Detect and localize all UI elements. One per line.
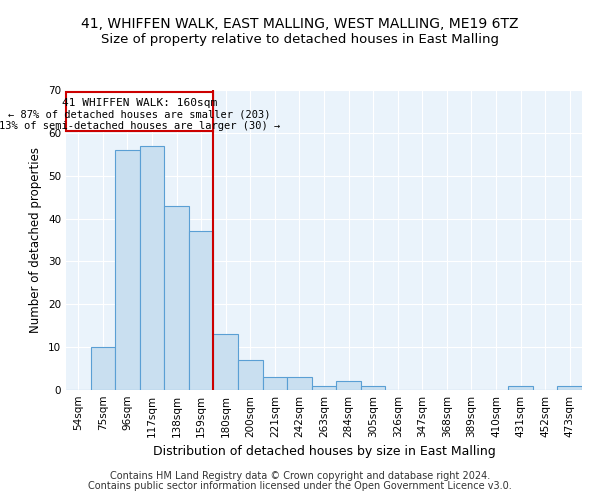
Bar <box>287 377 312 390</box>
Bar <box>115 150 140 390</box>
Text: 13% of semi-detached houses are larger (30) →: 13% of semi-detached houses are larger (… <box>0 121 280 131</box>
Bar <box>189 232 214 390</box>
Bar <box>361 386 385 390</box>
Bar <box>214 334 238 390</box>
FancyBboxPatch shape <box>66 92 214 130</box>
Text: 41 WHIFFEN WALK: 160sqm: 41 WHIFFEN WALK: 160sqm <box>62 98 217 108</box>
Text: Contains public sector information licensed under the Open Government Licence v3: Contains public sector information licen… <box>88 481 512 491</box>
Bar <box>164 206 189 390</box>
Text: 41, WHIFFEN WALK, EAST MALLING, WEST MALLING, ME19 6TZ: 41, WHIFFEN WALK, EAST MALLING, WEST MAL… <box>81 18 519 32</box>
Text: Size of property relative to detached houses in East Malling: Size of property relative to detached ho… <box>101 32 499 46</box>
Text: Contains HM Land Registry data © Crown copyright and database right 2024.: Contains HM Land Registry data © Crown c… <box>110 471 490 481</box>
Bar <box>557 386 582 390</box>
X-axis label: Distribution of detached houses by size in East Malling: Distribution of detached houses by size … <box>152 446 496 458</box>
Bar <box>312 386 336 390</box>
Bar <box>508 386 533 390</box>
Y-axis label: Number of detached properties: Number of detached properties <box>29 147 43 333</box>
Text: ← 87% of detached houses are smaller (203): ← 87% of detached houses are smaller (20… <box>8 110 271 120</box>
Bar <box>91 347 115 390</box>
Bar <box>336 382 361 390</box>
Bar <box>238 360 263 390</box>
Bar <box>263 377 287 390</box>
Bar <box>140 146 164 390</box>
